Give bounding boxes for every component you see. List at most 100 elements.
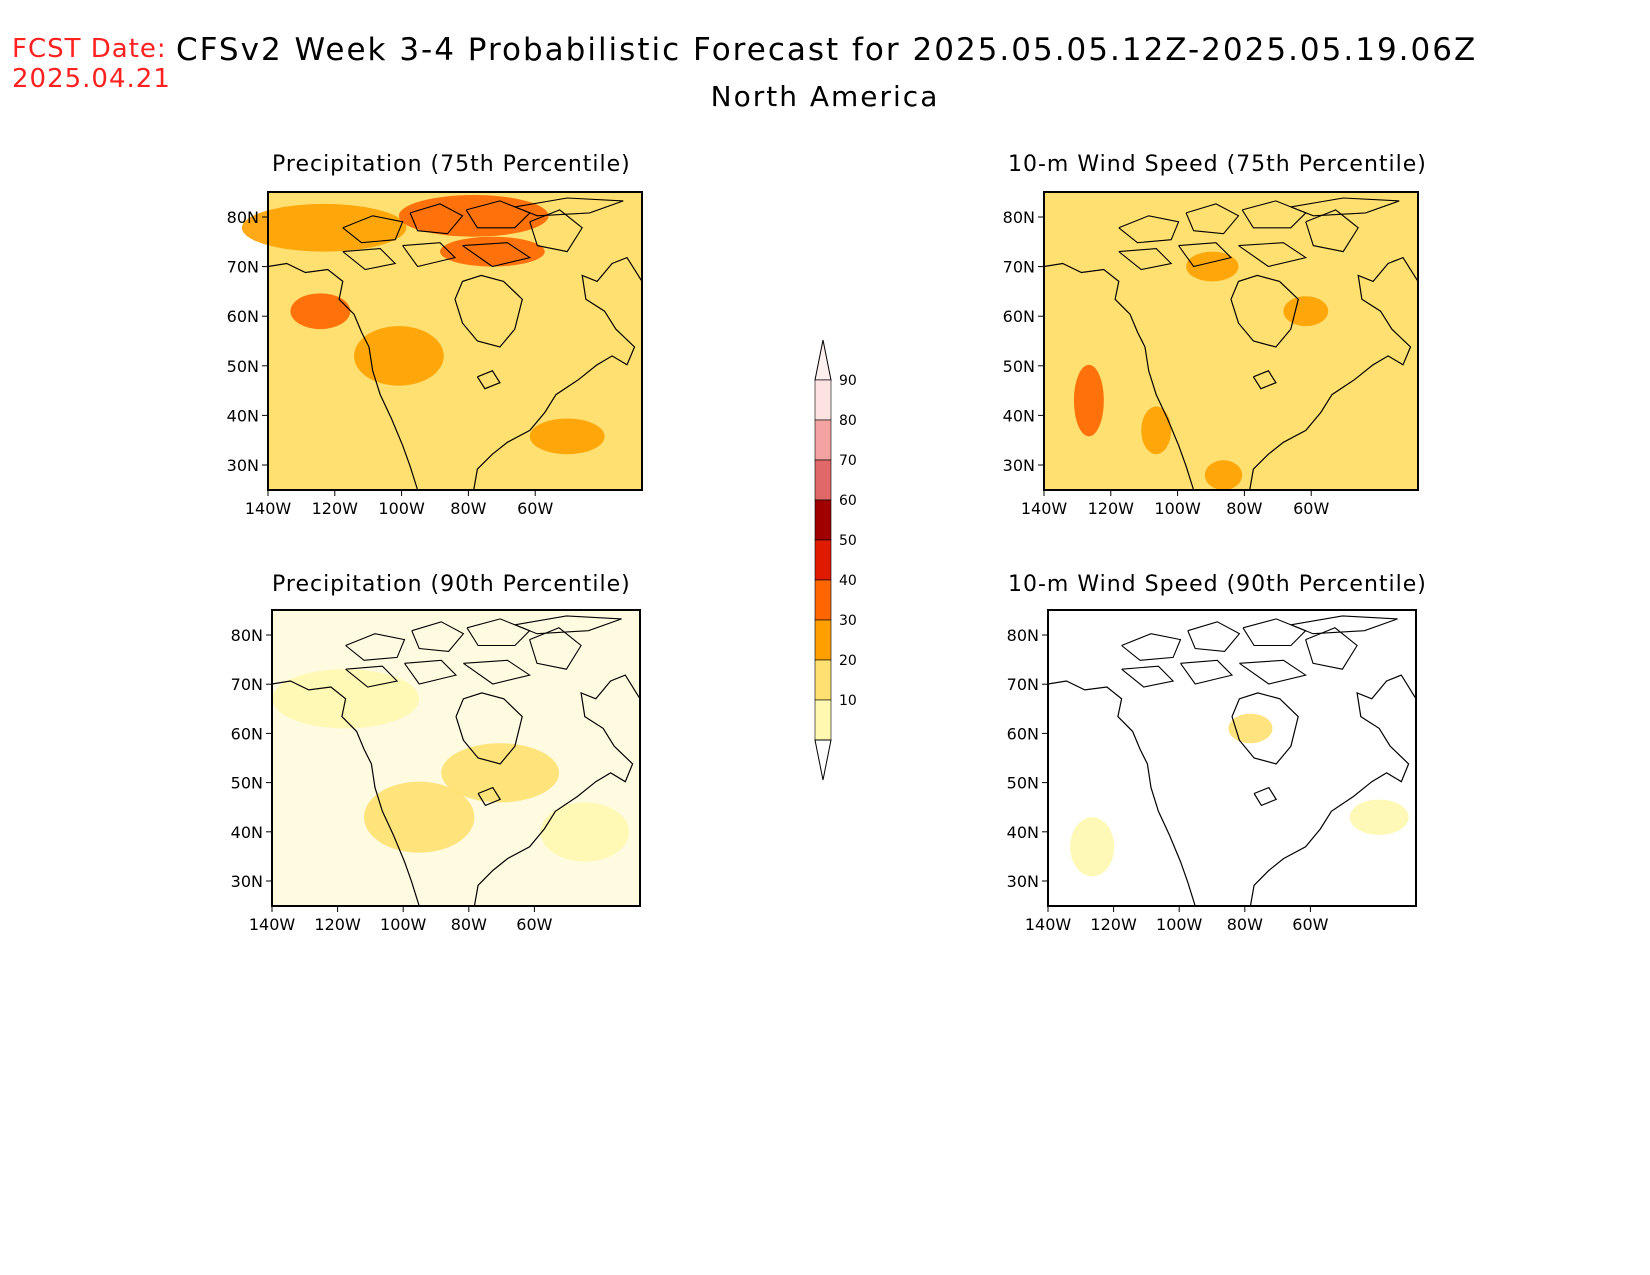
lon-label: 60W <box>1292 915 1328 934</box>
lon-label: 120W <box>1090 915 1137 934</box>
lat-label: 80N <box>1007 626 1039 645</box>
arctic-island-outline <box>1180 659 1234 685</box>
east-coastline <box>473 256 643 491</box>
arctic-island-outline <box>465 200 531 229</box>
lat-label: 60N <box>1007 724 1039 743</box>
probability-region <box>241 203 407 252</box>
probability-region <box>1073 364 1104 437</box>
east-coastline <box>1249 674 1417 907</box>
lon-label: 80W <box>1226 499 1262 518</box>
map-precip-90: 80N 70N 60N 50N 40N 30N 140W 120W 100W 80W 60W <box>231 609 641 934</box>
lat-label: 80N <box>231 626 263 645</box>
map-frame <box>1047 609 1417 907</box>
lon-label: 80W <box>450 499 486 518</box>
west-coastline <box>267 262 419 491</box>
probability-region <box>540 802 629 862</box>
lat-label: 30N <box>231 872 263 891</box>
lon-label: 140W <box>1021 499 1068 518</box>
region-title: North America <box>710 80 940 113</box>
lat-label: 50N <box>1003 357 1035 376</box>
colorbar-segment <box>814 699 832 741</box>
map-fill <box>1044 192 1418 490</box>
lon-label: 60W <box>1293 499 1329 518</box>
probability-region <box>441 743 560 803</box>
lat-label: 30N <box>1007 872 1039 891</box>
great-lakes-outline <box>1252 370 1277 390</box>
colorbar-segment <box>814 579 832 621</box>
lat-label: 80N <box>227 208 259 227</box>
lat-label: 70N <box>227 258 259 277</box>
arctic-island-outline <box>463 659 531 685</box>
arctic-island-outline <box>1238 242 1308 268</box>
probability-region <box>364 781 475 853</box>
west-coastline <box>1047 680 1196 907</box>
colorbar-label: 70 <box>839 453 857 469</box>
arctic-island-outline <box>345 633 406 661</box>
probability-region <box>354 326 444 386</box>
lat-label: 40N <box>1007 823 1039 842</box>
probability-region <box>1070 817 1115 877</box>
lat-label: 80N <box>1003 208 1035 227</box>
arctic-island-outline <box>1178 242 1233 268</box>
lon-label: 60W <box>517 499 553 518</box>
lat-label: 40N <box>227 406 259 425</box>
forecast-date-value: 2025.04.21 <box>12 64 171 94</box>
west-coastline <box>1043 262 1195 491</box>
arctic-island-outline <box>514 615 622 635</box>
hudson-bay-coastline <box>1231 692 1299 765</box>
lat-label: 30N <box>1003 456 1035 475</box>
map-precip-75: 80N 70N 60N 50N 40N 30N 140W 120W 100W 80W 60W <box>227 191 643 518</box>
colorbar-label: 60 <box>839 493 857 509</box>
great-lakes-outline <box>1253 786 1278 807</box>
lon-label: 80W <box>451 915 487 934</box>
forecast-date-label: FCST Date: <box>12 34 167 64</box>
east-coastline <box>473 674 641 907</box>
lat-label: 50N <box>227 357 259 376</box>
arctic-island-outline <box>462 242 532 268</box>
arctic-island-outline <box>1305 627 1358 670</box>
hudson-bay-coastline <box>455 692 523 765</box>
lat-label: 40N <box>1003 406 1035 425</box>
probability-region <box>1141 406 1172 455</box>
arctic-island-outline <box>1121 665 1175 688</box>
arctic-island-outline <box>529 627 582 670</box>
lat-label: 70N <box>1007 675 1039 694</box>
panel-title-wind-90: 10-m Wind Speed (90th Percentile) <box>1008 572 1427 597</box>
lon-label: 140W <box>1025 915 1072 934</box>
arctic-island-outline <box>402 242 457 268</box>
map-frame <box>271 609 641 907</box>
hudson-bay-coastline <box>1230 274 1299 348</box>
arctic-island-outline <box>514 197 624 217</box>
arctic-island-outline <box>1239 659 1307 685</box>
colorbar-segment <box>814 499 832 541</box>
lon-label: 140W <box>245 499 292 518</box>
main-title: CFSv2 Week 3-4 Probabilistic Forecast fo… <box>176 32 1478 68</box>
colorbar: 90 80 70 60 50 40 30 20 10 <box>814 339 857 781</box>
lon-label: 120W <box>312 499 359 518</box>
colorbar-label: 30 <box>839 613 857 629</box>
probability-region <box>290 293 351 330</box>
probability-region <box>1204 460 1243 490</box>
arctic-island-outline <box>1290 615 1398 635</box>
lon-label: 80W <box>1227 915 1263 934</box>
lat-label: 60N <box>231 724 263 743</box>
colorbar-label: 50 <box>839 533 857 549</box>
lon-label: 120W <box>314 915 361 934</box>
arctic-island-outline <box>1118 215 1180 244</box>
east-coastline <box>1249 256 1419 491</box>
map-wind-75: 80N 70N 60N 50N 40N 30N 140W 120W 100W 80W 60W <box>1003 191 1419 518</box>
colorbar-top-cap <box>814 339 832 381</box>
lat-label: 30N <box>227 456 259 475</box>
lon-label: 120W <box>1088 499 1135 518</box>
great-lakes-outline <box>476 370 501 390</box>
arctic-island-outline <box>1241 200 1307 229</box>
arctic-island-outline <box>466 618 531 647</box>
hudson-bay-coastline <box>454 274 523 348</box>
colorbar-segment <box>814 379 832 421</box>
arctic-island-outline <box>411 621 465 652</box>
probability-region <box>1349 799 1409 835</box>
lon-label: 140W <box>249 915 296 934</box>
lat-label: 40N <box>231 823 263 842</box>
lat-label: 50N <box>1007 774 1039 793</box>
colorbar-segment <box>814 419 832 461</box>
